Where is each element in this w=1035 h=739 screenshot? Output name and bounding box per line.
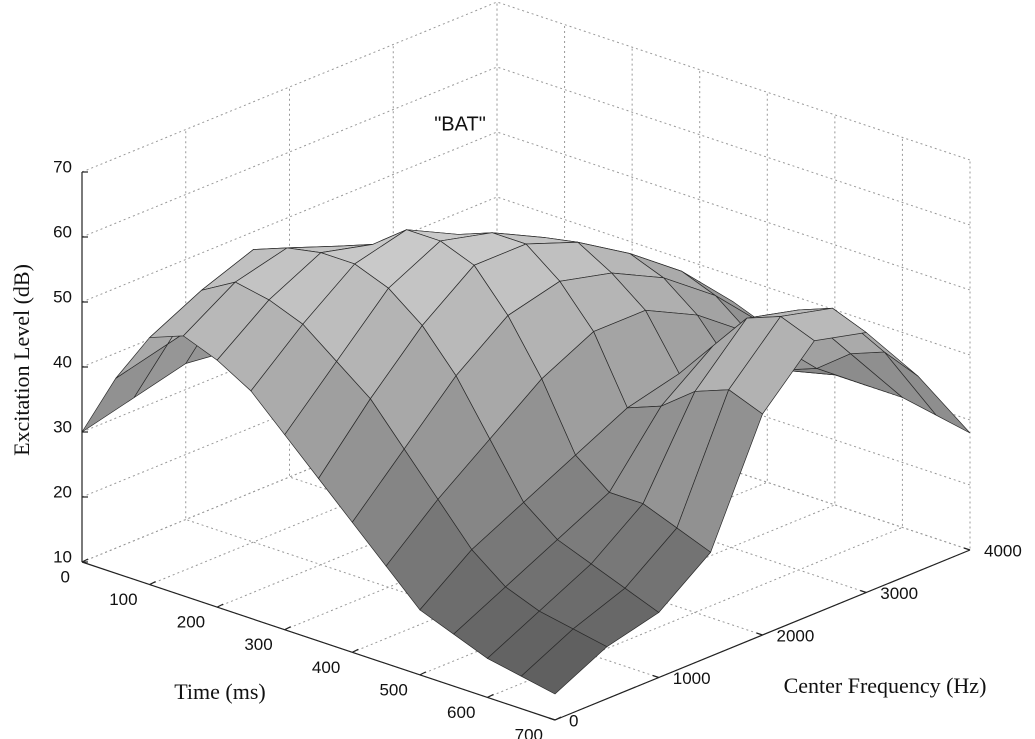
axes: 1020304050607001002003004005006007000100… [53, 157, 1022, 739]
x-tick-label: 200 [177, 613, 205, 632]
z-tick-label: 20 [53, 482, 72, 501]
z-axis-label: Excitation Level (dB) [9, 264, 34, 456]
x-tick [284, 626, 291, 631]
surface-patch [81, 343, 168, 433]
y-tick-label: 3000 [880, 584, 918, 603]
x-tick [352, 648, 359, 653]
y-tick [756, 632, 763, 636]
x-axis-label: Time (ms) [174, 679, 265, 704]
x-tick-label: 500 [379, 680, 407, 699]
x-tick-label: 700 [515, 725, 543, 739]
x-tick-label: 0 [61, 567, 70, 586]
x-tick-label: 600 [447, 703, 475, 722]
z-tick-label: 30 [53, 417, 72, 436]
y-tick [548, 717, 556, 721]
y-tick-label: 4000 [984, 541, 1022, 560]
z-tick-label: 50 [53, 287, 72, 306]
y-tick [860, 589, 867, 594]
y-tick-label: 1000 [673, 669, 711, 688]
x-tick [216, 603, 224, 608]
x-tick [419, 671, 427, 676]
x-tick [554, 716, 562, 721]
z-tick-label: 10 [53, 547, 72, 566]
y-tick-label: 0 [569, 711, 578, 730]
grid-line [81, 196, 971, 368]
chart-title: "BAT" [434, 113, 486, 135]
x-tick-label: 400 [312, 658, 340, 677]
grid-line [81, 326, 971, 498]
grid-line [81, 66, 971, 238]
x-tick [149, 581, 156, 586]
grid-line [496, 2, 971, 551]
x-tick-label: 300 [244, 635, 272, 654]
x-tick-label: 100 [109, 590, 137, 609]
x-tick [81, 558, 89, 563]
x-tick [487, 693, 494, 698]
x-axis [81, 561, 556, 721]
z-tick-label: 40 [53, 352, 72, 371]
surface-patch [520, 628, 608, 695]
grid-line [81, 131, 971, 303]
y-axis-label: Center Frequency (Hz) [784, 673, 987, 698]
z-tick-label: 60 [53, 222, 72, 241]
grid-line [81, 1, 971, 173]
surface [81, 229, 971, 695]
y-tick [652, 674, 659, 679]
z-tick-label: 70 [53, 157, 72, 176]
y-tick-label: 2000 [777, 626, 815, 645]
y-tick [963, 547, 971, 551]
